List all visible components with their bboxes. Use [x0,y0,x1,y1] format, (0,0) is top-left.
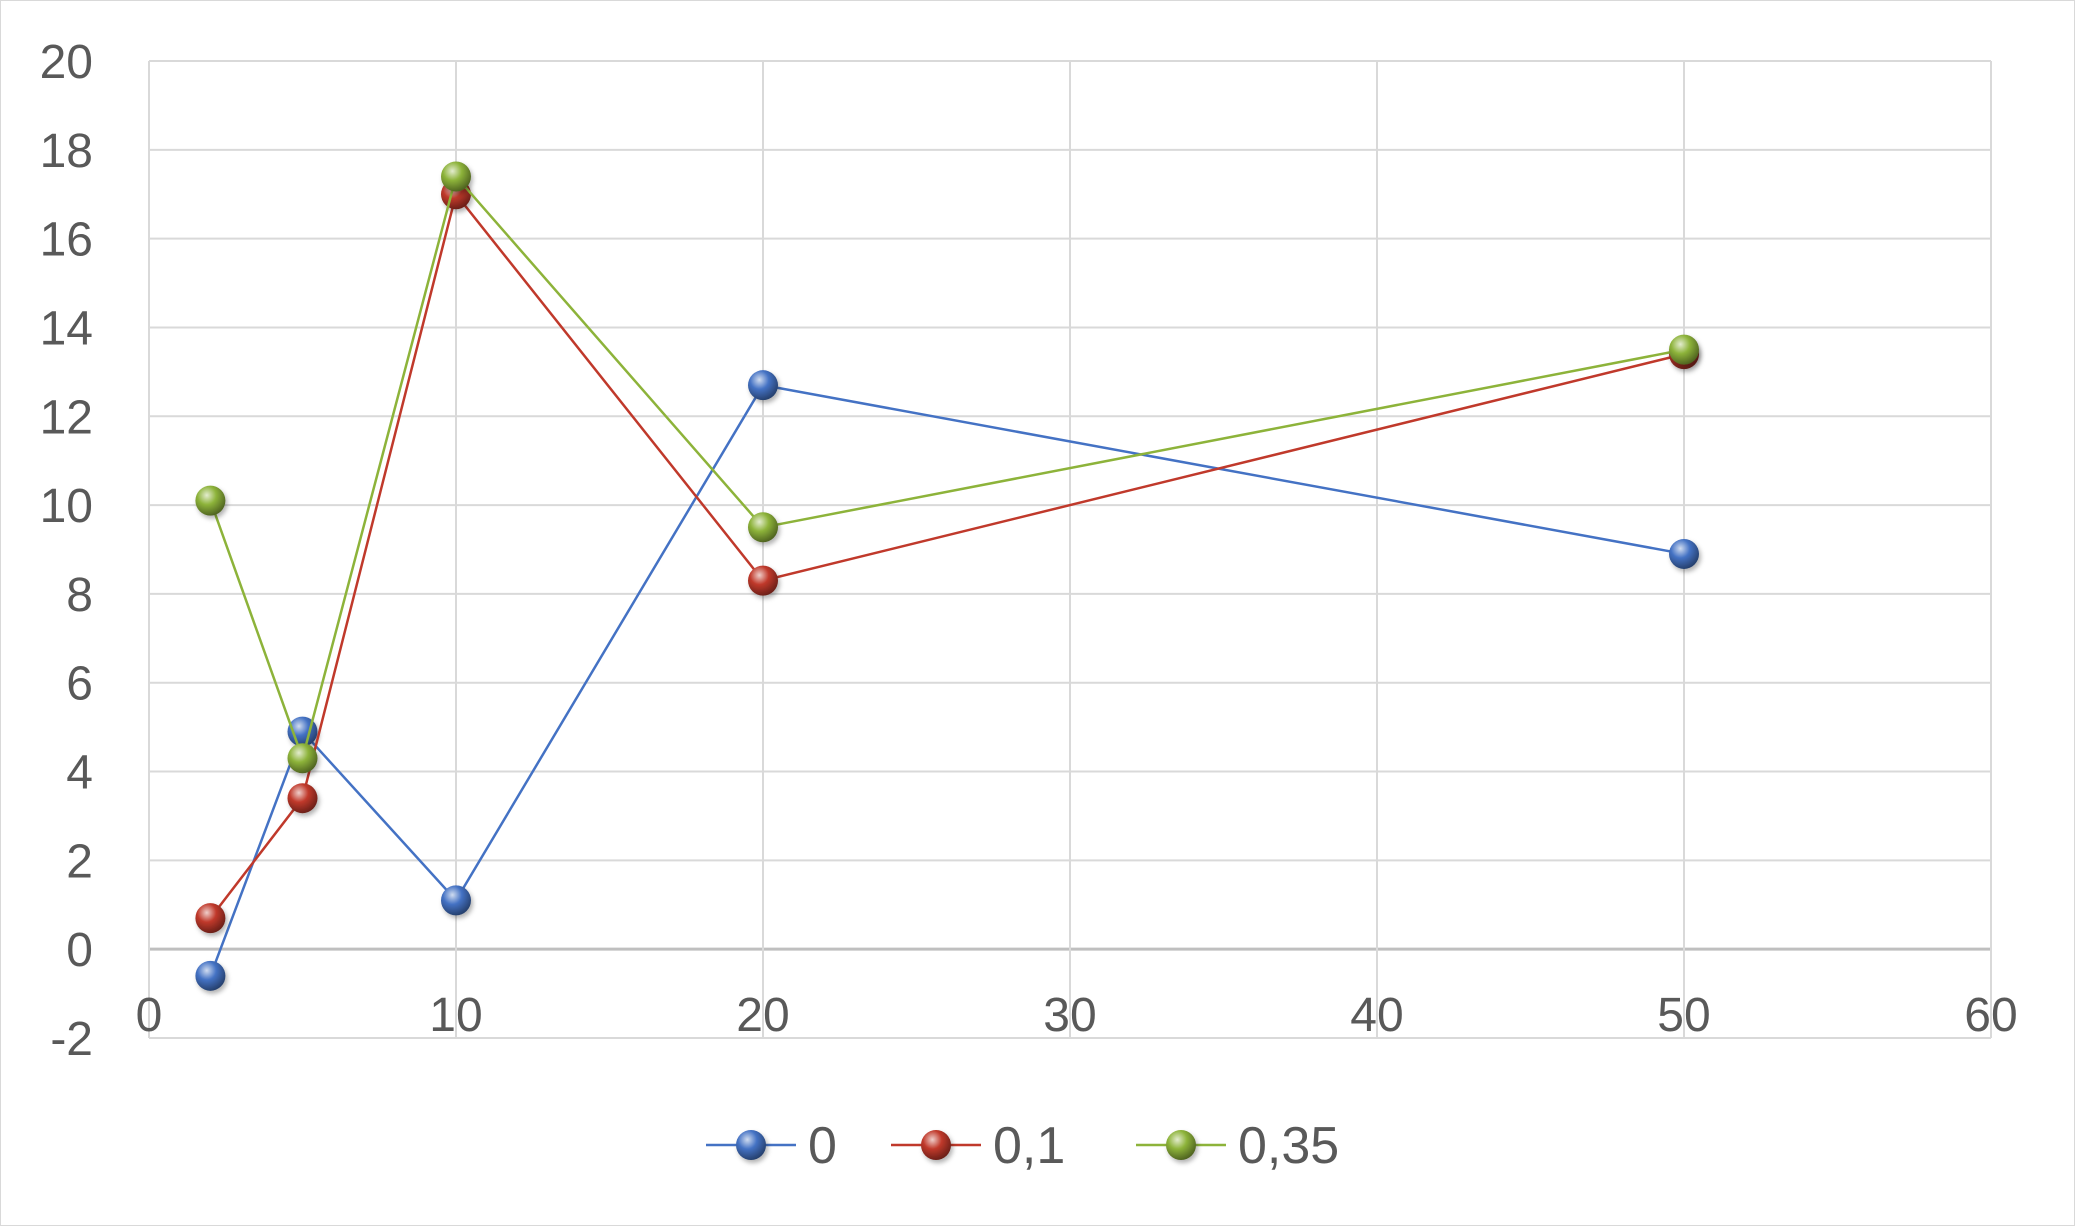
x-tick-label: 0 [136,989,163,1042]
data-point [748,370,778,401]
legend-marker [1166,1130,1196,1160]
data-point [195,903,226,934]
y-tick-label: -2 [50,1013,93,1066]
data-point [748,512,778,543]
x-tick-label: 10 [429,989,482,1042]
series-line [209,383,1685,977]
legend-marker [921,1130,951,1160]
series-2 [195,161,1699,774]
y-tick-label: 18 [40,125,93,178]
data-point [287,783,318,814]
y-tick-label: 10 [40,480,93,533]
series-line [209,173,1685,763]
legend-item: 0,1 [891,1117,1065,1175]
data-point [748,565,778,596]
y-tick-label: 6 [66,658,93,711]
axis-layer: -2 0 2 4 6 8 10 12 14 16 18 20 0 10 20 30 40 50 60 [40,36,2018,1066]
legend-label: 0 [808,1117,837,1175]
series-1 [195,179,1699,934]
grid-layer [148,60,1992,1039]
y-tick-label: 4 [66,747,93,800]
y-tick-label: 14 [40,302,93,355]
legend-label: 0,1 [993,1117,1065,1175]
data-point [441,885,471,916]
y-tick-label: 8 [66,569,93,622]
y-tick-label: 20 [40,36,93,89]
x-tick-label: 20 [736,989,789,1042]
series-0 [195,370,1699,991]
series-layer [195,161,1699,991]
data-point [1669,334,1699,365]
data-point [441,161,471,192]
legend-item: 0,35 [1136,1117,1339,1175]
data-point [195,960,226,991]
data-point [287,743,318,774]
x-tick-label: 30 [1043,989,1096,1042]
x-tick-label: 50 [1657,989,1710,1042]
y-tick-label: 16 [40,214,93,267]
x-tick-label: 60 [1964,989,2017,1042]
data-point [195,485,226,516]
y-tick-label: 12 [40,391,93,444]
data-point [1669,538,1699,569]
legend: 0 0,1 0,35 [706,1117,1339,1175]
legend-label: 0,35 [1238,1117,1339,1175]
legend-item: 0 [706,1117,837,1175]
x-tick-label: 40 [1350,989,1403,1042]
legend-marker [736,1130,766,1160]
y-tick-label: 2 [66,835,93,888]
series-line [209,191,1685,919]
y-tick-label: 0 [66,924,93,977]
